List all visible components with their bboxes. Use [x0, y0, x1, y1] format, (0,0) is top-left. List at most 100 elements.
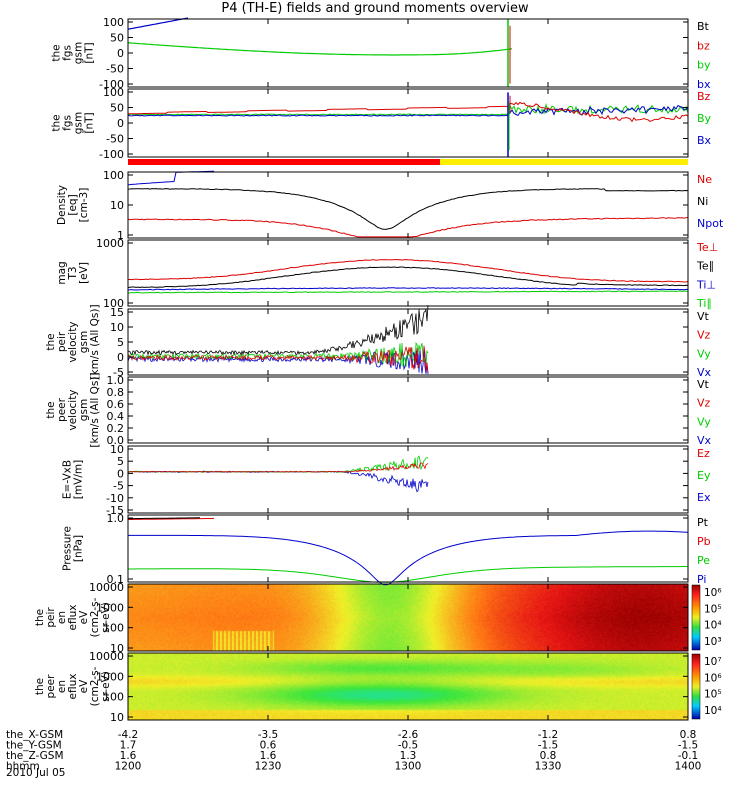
colorbar-tick-label: 10⁶	[704, 672, 722, 684]
y-label-line: eV	[78, 679, 90, 693]
y-label-line: T3	[67, 266, 79, 280]
x-row-value: -1.2	[538, 729, 559, 741]
x-row-value: 0.6	[260, 740, 277, 752]
y-label-line: peir	[56, 331, 68, 352]
temp-te-perp-line	[128, 258, 689, 283]
legend-bz: bz	[697, 39, 710, 52]
legend-Vx: Vx	[697, 434, 712, 447]
y-label-line: gsm	[73, 42, 85, 64]
pressure-pi-line	[128, 530, 689, 586]
panel-fgs-lines	[127, 17, 513, 87]
density-npot-line	[127, 170, 214, 186]
y-label-line: [km/s (All Qs)]	[89, 304, 101, 379]
y-tick-label: -15	[106, 504, 124, 517]
panel-temp-lines	[127, 258, 689, 294]
y-label-line: [nT]	[84, 112, 96, 133]
y-label-line: fgs	[62, 115, 74, 131]
panel-border	[127, 18, 689, 88]
y-tick-label: -10	[106, 492, 124, 505]
legend-Ey: Ey	[697, 469, 711, 482]
y-label-line: the	[51, 114, 63, 131]
y-axis-label: magT3[eV]	[56, 261, 90, 284]
y-label-line: sr-eV)	[100, 671, 112, 702]
y-label-line: Pressure	[62, 526, 74, 571]
y-axis-label: thefgsgsm[nT]	[51, 42, 96, 64]
y-label-line: the	[45, 333, 57, 350]
x-row-value: -1.5	[538, 740, 559, 752]
y-tick-label: 50	[110, 32, 124, 45]
x-row-value: -0.5	[398, 740, 419, 752]
y-tick-label: 1000	[96, 670, 124, 683]
legend-Vz: Vz	[697, 397, 711, 410]
y-tick-label: -5	[113, 480, 124, 493]
y-label-line: peer	[45, 674, 57, 699]
y-label-line: peir	[45, 607, 57, 628]
panel-6-frame: 1.00.80.60.40.20.0 thepeervelocitygsm[km/…	[45, 372, 712, 447]
e-ex-line	[127, 470, 429, 493]
y-tick-label: 1000	[96, 601, 124, 614]
y-label-line: gsm	[73, 112, 85, 134]
panel-1-frame: 100 50 0 -50 -100 thefgsgsm[nT] Bt bz by bx	[51, 16, 711, 91]
y-tick-label: 5	[117, 455, 124, 468]
bgsm-by-line	[127, 102, 689, 116]
x-row-value: -3.5	[258, 729, 279, 741]
y-tick-label: 100	[103, 16, 124, 29]
y-axis-label: thefgsgsm[nT]	[51, 112, 96, 134]
panel-density-lines	[127, 170, 689, 238]
y-label-line: en	[56, 680, 68, 693]
y-tick-label: 0	[117, 47, 124, 60]
x-row-value: 0.8	[540, 750, 557, 762]
y-label-line: [eV]	[78, 262, 90, 284]
y-tick-label: 0.8	[107, 386, 125, 399]
y-tick-label: 0	[117, 467, 124, 480]
y-axis-label: E=-VxB[mV/m]	[62, 460, 85, 499]
x-row-value: -0.1	[678, 750, 699, 762]
legend-Bz: Bz	[697, 90, 711, 103]
temp-te-para-line	[127, 266, 689, 289]
y-label-line: gsm	[78, 331, 90, 353]
y-tick-label: 10000	[89, 650, 124, 663]
y-label-line: eV	[78, 610, 90, 624]
y-tick-label: 1000	[96, 237, 124, 250]
spectrogram-9	[128, 653, 688, 720]
bgsm-bz-line	[128, 101, 689, 123]
x-row-value: 1.6	[260, 750, 277, 762]
legend-Pb: Pb	[697, 535, 711, 548]
status-bar-red	[128, 159, 440, 165]
y-label-line: Density	[56, 185, 68, 225]
y-label-line: sr-eV)	[100, 602, 112, 633]
x-row-value: 1230	[255, 761, 282, 773]
legend-Vt: Vt	[697, 378, 710, 391]
y-label-line: [km/s (All Qs)]	[89, 372, 101, 447]
y-tick-label: 10000	[89, 581, 124, 594]
y-label-line: E=-VxB	[62, 460, 74, 499]
panel-10-frame: 10000 1000 100 10 thepeerenefluxeV(cm2-s-sr-…	[34, 650, 722, 724]
x-row-value: 1200	[115, 761, 142, 773]
y-axis-label: thepeervelocitygsm[km/s (All Qs)]	[45, 372, 101, 447]
x-row-value: -1.5	[678, 740, 699, 752]
ion-vt-line	[127, 305, 429, 356]
e-ez-line	[127, 462, 429, 473]
colorbar-tick-label: 10⁴	[704, 620, 722, 632]
colorbar-tick-label: 10⁵	[704, 689, 722, 701]
x-row-value: 1400	[675, 761, 702, 773]
legend-Ti⊥: Ti⊥	[696, 278, 716, 291]
y-tick-label: -100	[99, 78, 124, 91]
y-label-line: peer	[56, 397, 68, 422]
y-tick-label: 0	[117, 351, 124, 364]
panel-ion-velocity-lines	[127, 305, 429, 375]
colorbar-tick-label: 10⁶	[704, 587, 722, 599]
spectrogram-8	[128, 584, 688, 651]
y-tick-label: 100	[103, 86, 124, 99]
bgsm-bx-line	[127, 104, 689, 117]
ion-vx-line	[127, 347, 429, 375]
y-tick-label: 5	[117, 336, 124, 349]
colorbar-tick-label: 10⁷	[704, 656, 722, 668]
y-label-line: fgs	[62, 45, 74, 61]
legend-Vt: Vt	[697, 310, 710, 323]
y-tick-label: 0.4	[107, 410, 125, 423]
y-axis-label: thepeirenefluxeV(cm2-s-sr-eV)	[34, 597, 112, 637]
y-tick-label: 50	[110, 102, 124, 115]
